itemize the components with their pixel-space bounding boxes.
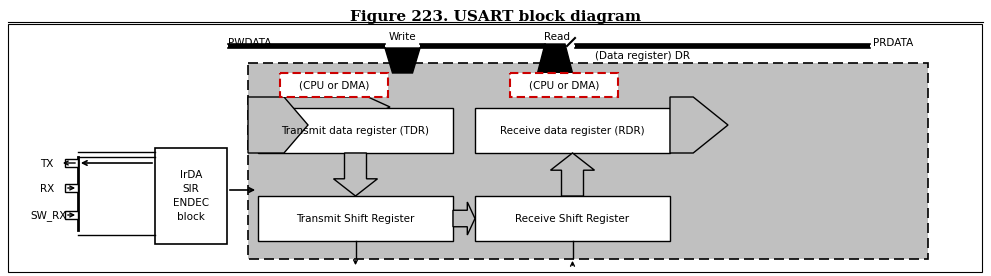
Bar [510,73,618,97]
Bar [280,73,388,97]
Text: (Data register) DR: (Data register) DR [595,51,690,61]
Bar [65,211,78,219]
Text: Read: Read [544,32,570,42]
Bar [475,108,670,153]
Bar [420,44,545,48]
Text: SW_RX: SW_RX [30,211,66,221]
Text: Receive data register (RDR): Receive data register (RDR) [500,126,645,136]
Polygon shape [550,153,595,196]
Text: PWDATA: PWDATA [228,38,272,48]
Text: Figure 223. USART block diagram: Figure 223. USART block diagram [350,10,641,24]
Polygon shape [280,92,390,122]
Polygon shape [248,97,308,153]
Bar [228,44,385,48]
Text: IrDA
SIR
ENDEC
block: IrDA SIR ENDEC block [173,170,209,222]
Text: (CPU or DMA): (CPU or DMA) [529,80,600,90]
Text: Transmit data register (TDR): Transmit data register (TDR) [281,126,429,136]
Text: RX: RX [40,184,55,194]
Polygon shape [385,48,420,73]
Bar [65,159,78,167]
Bar [575,44,870,48]
Text: (CPU or DMA): (CPU or DMA) [299,80,370,90]
Polygon shape [670,97,728,153]
Bar [475,153,670,196]
Text: PRDATA: PRDATA [873,38,914,48]
Bar [258,108,453,153]
Text: Write: Write [388,32,416,42]
Bar [475,196,670,241]
Bar [248,63,928,259]
Bar [258,153,453,196]
Bar [65,184,78,192]
Text: Receive Shift Register: Receive Shift Register [515,214,629,224]
Bar [258,196,453,241]
Polygon shape [537,44,573,73]
Polygon shape [334,153,378,196]
Text: TX: TX [40,159,54,169]
Text: Transmit Shift Register: Transmit Shift Register [296,214,414,224]
Bar [8,24,982,272]
Bar [155,148,227,244]
Polygon shape [453,202,475,235]
